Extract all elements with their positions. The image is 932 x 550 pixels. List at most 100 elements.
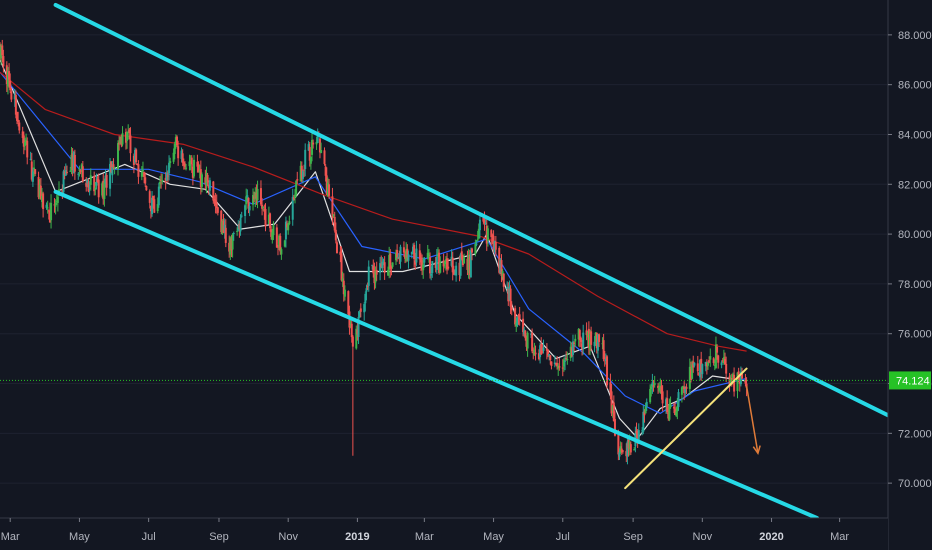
candle-body [97, 179, 100, 198]
candle [347, 290, 350, 316]
candle-body [491, 235, 494, 237]
candle-body [590, 331, 593, 345]
candle-body [653, 382, 656, 386]
candle-body [101, 183, 104, 196]
candle-body [311, 139, 314, 155]
candle-body [224, 227, 227, 243]
candle-body [112, 164, 115, 168]
candle [120, 134, 123, 148]
candle [10, 87, 13, 103]
candle [291, 188, 294, 226]
candle-body [294, 194, 296, 198]
candle [491, 233, 494, 245]
candle-body [595, 332, 598, 349]
candle-body [598, 334, 601, 342]
candle [357, 311, 360, 345]
candle-body [629, 444, 632, 453]
candle [398, 250, 401, 265]
candle-body [410, 251, 413, 255]
candle-body [144, 177, 147, 184]
y-axis-panel [888, 0, 932, 550]
candle [164, 172, 167, 190]
candle [603, 350, 606, 367]
candle [554, 362, 557, 366]
y-axis[interactable]: 70.00072.00074.00076.00078.00080.00082.0… [887, 0, 932, 550]
candle-body [474, 243, 477, 254]
candle [691, 360, 694, 380]
candle-body [374, 271, 377, 283]
candle [643, 409, 646, 423]
candle [565, 351, 568, 361]
candle-body [207, 185, 210, 189]
candle-body [390, 266, 393, 268]
candle-body [199, 169, 202, 188]
candle [259, 180, 262, 207]
candle-body [741, 373, 744, 379]
candle-body [657, 385, 660, 388]
candle-body [714, 344, 717, 368]
candle-body [342, 280, 345, 295]
candle [644, 402, 647, 414]
candle [174, 134, 177, 149]
candle [240, 211, 243, 219]
x-axis[interactable]: Mar May Jul Sep Nov 2019 Mar May Jul Sep Nov 2020 Ma… [0, 517, 888, 550]
candle-body [181, 153, 184, 163]
candle [589, 329, 591, 356]
candle-body [677, 392, 680, 408]
candle [105, 172, 108, 196]
candle [300, 161, 303, 183]
candle-body [253, 196, 256, 199]
candle-body [499, 259, 502, 274]
candle [705, 359, 708, 375]
y-tick-label: 72.000 [898, 428, 932, 440]
candle [537, 349, 540, 361]
candle-body [198, 170, 201, 173]
candle [301, 169, 304, 184]
candle [399, 244, 402, 269]
candle-body [88, 187, 91, 189]
candle-body [169, 161, 172, 164]
candle-body [111, 167, 114, 176]
candle-body [611, 405, 614, 411]
candle [182, 158, 185, 170]
candle-body [29, 158, 32, 160]
candle-body [582, 332, 585, 349]
candle-body [475, 243, 478, 245]
candle [341, 271, 344, 288]
candle-body [33, 167, 36, 170]
candle-body [586, 331, 589, 338]
candle-body [436, 254, 439, 257]
candle [406, 244, 409, 262]
candle-body [483, 218, 486, 224]
candle-body [460, 251, 463, 259]
candle [422, 257, 425, 279]
candle-body [70, 154, 73, 169]
candle-body [371, 264, 374, 266]
candle-body [262, 206, 265, 209]
candle [47, 209, 50, 220]
candle [692, 355, 695, 373]
candle [696, 355, 699, 376]
candle [363, 302, 366, 321]
candle-body [675, 411, 678, 416]
candle [620, 442, 623, 455]
candle-body [533, 349, 536, 356]
candle-body [55, 201, 58, 203]
candle-body [263, 209, 266, 212]
candle-body [548, 353, 551, 357]
candle [40, 187, 43, 208]
candle-body [279, 235, 282, 252]
candle [444, 256, 447, 271]
candle [562, 357, 565, 372]
candle [296, 171, 299, 185]
candle-body [421, 260, 424, 270]
candle [645, 398, 648, 411]
drawings[interactable] [53, 2, 927, 520]
candle-body [669, 404, 672, 408]
candle-body [498, 247, 501, 273]
candle-body [299, 165, 302, 182]
candle [152, 195, 155, 209]
candle-body [381, 261, 384, 269]
forecast-arrow-head [752, 445, 761, 455]
